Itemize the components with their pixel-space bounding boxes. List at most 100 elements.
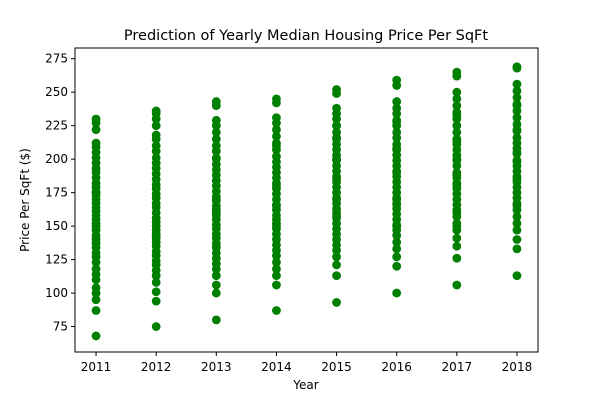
- y-tick-label: 100: [45, 286, 68, 300]
- x-axis-ticks: 2011 2012 2013 2014 2015 2016 2017 2018: [81, 352, 532, 374]
- y-tick-label: 275: [45, 52, 68, 66]
- data-point: [272, 94, 281, 104]
- data-point: [211, 288, 221, 298]
- data-point: [151, 287, 161, 297]
- data-point: [91, 188, 101, 198]
- data-point: [272, 201, 281, 211]
- data-point: [211, 271, 221, 281]
- data-point: [512, 212, 522, 222]
- y-tick-label: 125: [45, 253, 68, 267]
- data-point: [392, 75, 402, 85]
- data-point: [392, 144, 402, 153]
- data-point: [91, 125, 101, 135]
- data-point: [512, 235, 522, 244]
- data-point: [91, 295, 101, 305]
- data-point: [272, 141, 281, 151]
- data-point: [512, 133, 522, 143]
- y-axis-label: Price Per SqFt ($): [18, 148, 32, 252]
- plot-frame: [74, 47, 539, 353]
- data-point: [392, 97, 402, 106]
- data-point: [272, 280, 281, 290]
- data-point: [512, 62, 522, 72]
- data-point: [211, 115, 221, 125]
- data-point: [512, 201, 522, 211]
- data-point: [332, 103, 341, 113]
- data-point: [452, 233, 462, 243]
- y-axis-ticks: 75 100 125 150 175 200 225 250 275: [45, 52, 75, 334]
- data-point: [452, 94, 462, 104]
- data-point: [272, 264, 281, 274]
- data-point: [512, 148, 522, 157]
- data-point: [512, 174, 522, 184]
- data-point: [392, 127, 402, 137]
- x-tick-label: 2017: [442, 360, 473, 374]
- x-tick-label: 2014: [261, 360, 292, 374]
- data-point: [392, 117, 402, 127]
- data-point: [392, 252, 402, 262]
- data-point: [91, 138, 101, 148]
- data-point: [151, 322, 161, 331]
- data-point: [452, 127, 462, 137]
- data-point: [392, 261, 402, 271]
- data-point: [272, 257, 281, 267]
- data-point: [332, 134, 341, 144]
- data-point: [452, 67, 462, 77]
- data-point: [452, 121, 462, 131]
- y-tick-label: 75: [53, 320, 68, 334]
- y-tick-label: 225: [45, 119, 68, 133]
- data-point: [512, 113, 522, 123]
- data-point: [512, 225, 522, 235]
- data-point: [332, 194, 341, 204]
- data-point: [392, 221, 402, 231]
- data-point: [332, 252, 341, 262]
- data-point: [512, 79, 522, 89]
- x-tick-label: 2018: [502, 360, 533, 374]
- data-point: [332, 211, 341, 220]
- data-point: [272, 306, 281, 315]
- data-point: [211, 97, 221, 106]
- data-point: [332, 174, 341, 184]
- data-point: [392, 200, 402, 210]
- data-point: [151, 121, 161, 131]
- data-point: [392, 103, 402, 113]
- data-point: [452, 137, 462, 147]
- data-point: [211, 141, 221, 151]
- data-point: [91, 306, 101, 315]
- data-point: [452, 87, 462, 97]
- data-point: [452, 170, 462, 180]
- data-point: [211, 127, 221, 137]
- x-tick-label: 2012: [141, 360, 172, 374]
- data-point: [211, 194, 221, 204]
- data-point: [272, 221, 281, 231]
- data-point: [151, 277, 161, 287]
- data-point: [151, 153, 161, 163]
- data-point: [151, 130, 161, 140]
- data-point: [151, 296, 161, 306]
- data-point: [151, 141, 161, 151]
- y-tick-label: 175: [45, 186, 68, 200]
- data-point: [452, 154, 462, 164]
- data-point: [272, 271, 281, 281]
- data-point: [452, 253, 462, 263]
- data-point: [272, 125, 281, 135]
- data-point: [452, 241, 462, 251]
- data-point: [452, 110, 462, 120]
- data-point: [332, 260, 341, 270]
- data-point: [151, 106, 161, 116]
- data-point: [91, 331, 101, 341]
- data-point: [272, 181, 281, 191]
- x-tick-label: 2011: [81, 360, 112, 374]
- chart-title: Prediction of Yearly Median Housing Pric…: [124, 28, 488, 44]
- data-point: [392, 244, 402, 254]
- data-point: [452, 221, 462, 231]
- data-point: [452, 280, 462, 290]
- data-point: [332, 127, 341, 137]
- data-points: [91, 62, 522, 341]
- data-point: [512, 271, 522, 281]
- x-tick-label: 2015: [321, 360, 352, 374]
- data-point: [512, 244, 522, 254]
- data-point: [452, 101, 462, 110]
- y-tick-label: 250: [45, 85, 68, 99]
